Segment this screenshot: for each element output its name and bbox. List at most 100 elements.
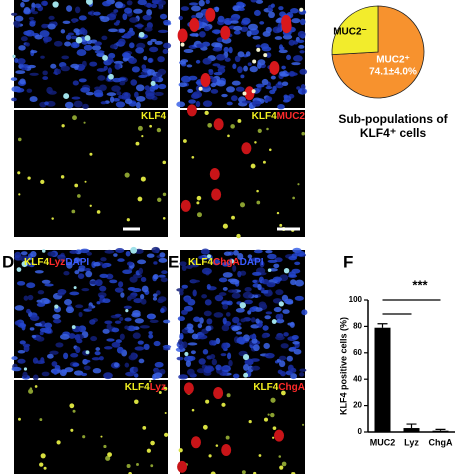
nucleus [135, 101, 141, 109]
nucleus [20, 2, 25, 8]
nucleus [253, 307, 263, 312]
nucleus [221, 261, 231, 267]
nucleus [154, 40, 163, 45]
nucleus [125, 250, 131, 257]
nucleus [41, 279, 51, 284]
y-axis-label: KLF4 positive cells (%) [338, 317, 348, 415]
nucleus [70, 63, 80, 69]
signal [17, 137, 22, 142]
nucleus [265, 249, 273, 254]
nucleus [146, 253, 155, 258]
nucleus [23, 30, 31, 36]
signal [41, 249, 46, 253]
nucleus [162, 48, 169, 55]
signal [43, 466, 47, 470]
signal [158, 391, 162, 394]
nucleus [106, 323, 112, 330]
nucleus [180, 6, 189, 11]
nucleus [139, 325, 150, 329]
nucleus [62, 20, 71, 24]
nucleus [40, 55, 45, 59]
nucleus [151, 246, 160, 254]
nucleus [247, 254, 253, 259]
nucleus [101, 35, 108, 41]
nucleus [102, 0, 112, 7]
nucleus [278, 355, 287, 361]
value-label: 74.1±4.0% [369, 67, 417, 78]
signal [96, 210, 101, 214]
nucleus [293, 348, 302, 355]
nucleus [153, 261, 158, 265]
signal [242, 91, 247, 96]
signal [263, 417, 269, 422]
signal [253, 471, 257, 474]
signal [237, 119, 242, 123]
nucleus [124, 317, 132, 322]
nucleus [214, 294, 224, 302]
nucleus [140, 294, 145, 300]
signal [162, 160, 167, 165]
nucleus [203, 310, 212, 317]
nucleus [181, 264, 187, 272]
nucleus [300, 84, 306, 90]
nucleus [221, 93, 228, 98]
nucleus [34, 270, 44, 274]
signal [196, 195, 202, 201]
nucleus [259, 260, 265, 268]
nucleus [191, 14, 197, 19]
signal [34, 385, 38, 388]
nucleus [233, 30, 241, 35]
signal [236, 233, 241, 239]
nucleus [255, 0, 264, 4]
nucleus [20, 66, 28, 71]
nucleus [205, 0, 210, 4]
nucleus [212, 47, 223, 52]
nucleus [288, 39, 295, 46]
signal [150, 440, 155, 446]
nucleus [95, 347, 101, 351]
nucleus [196, 368, 206, 374]
nucleus [290, 373, 297, 380]
nucleus [80, 372, 88, 377]
nucleus [213, 312, 224, 318]
nucleus [218, 292, 227, 297]
nucleus [217, 67, 226, 74]
image-label: KLF4MUC2 [252, 111, 306, 122]
nucleus [188, 75, 198, 81]
nucleus [117, 258, 125, 262]
nucleus [19, 322, 25, 327]
nucleus [186, 64, 193, 68]
nucleus [270, 75, 276, 80]
nucleus [179, 261, 187, 267]
nucleus [74, 270, 80, 275]
signal [84, 180, 87, 183]
nucleus [52, 313, 61, 320]
nucleus [284, 298, 294, 305]
nucleus [83, 359, 91, 363]
signal [40, 179, 45, 184]
signal [135, 141, 140, 146]
nucleus [111, 341, 121, 348]
nucleus [157, 68, 167, 76]
signal [71, 209, 76, 214]
nucleus [187, 355, 196, 361]
nucleus [81, 287, 90, 292]
nucleus [104, 320, 113, 325]
nucleus [114, 313, 122, 317]
nucleus [107, 67, 113, 75]
nucleus [99, 285, 107, 292]
signal [103, 444, 107, 449]
nucleus [80, 87, 91, 93]
nucleus [26, 308, 31, 314]
signal [126, 463, 131, 468]
nucleus [134, 346, 145, 351]
nucleus [223, 46, 229, 53]
nucleus [261, 78, 269, 86]
nucleus [113, 60, 124, 65]
signal [140, 176, 146, 182]
nucleus [257, 284, 262, 291]
nucleus [278, 360, 286, 368]
nucleus [50, 63, 57, 69]
nucleus [130, 79, 138, 86]
nucleus [141, 285, 149, 293]
